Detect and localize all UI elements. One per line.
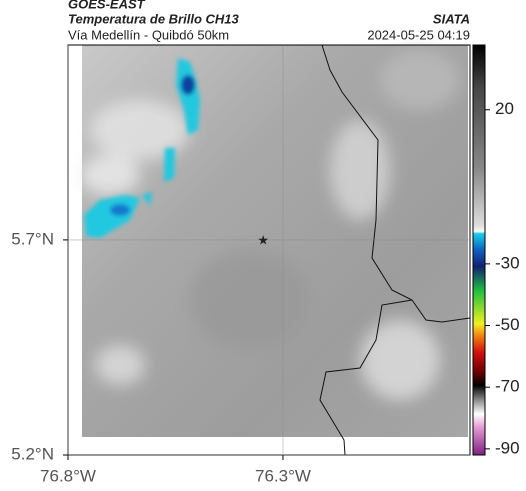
colorbar-label: -30 [495,253,520,272]
colorbar [472,44,486,456]
colorbar-label: -50 [495,315,520,334]
subtitle: Vía Medellín - Quibdó 50km [68,27,229,42]
y-tick-label: 5.7°N [11,229,54,248]
source: GOES-EAST [68,0,146,11]
org: SIATA [433,11,470,26]
colorbar-label: -70 [495,377,520,396]
colorbar-label: -90 [495,438,520,457]
title: Temperatura de Brillo CH13 [68,11,240,26]
x-tick-label: 76.3°W [255,466,311,485]
datetime: 2024-05-25 04:19 [367,27,470,42]
location-marker: ★ [257,232,269,247]
map-imagery [67,44,471,456]
x-tick-label: 76.8°W [40,466,96,485]
y-tick-label: 5.2°N [11,444,54,463]
colorbar-label: 20 [495,99,514,118]
